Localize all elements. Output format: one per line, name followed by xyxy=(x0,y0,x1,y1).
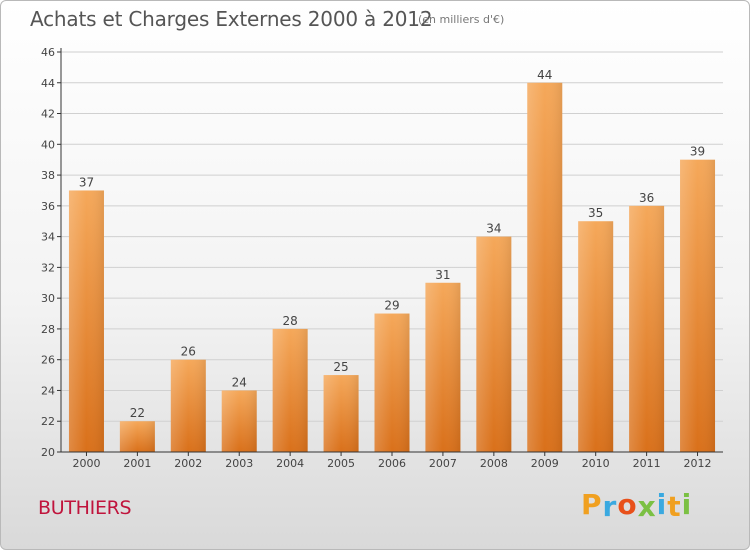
bar-shade-2010 xyxy=(578,221,614,452)
x-tick-label-2010: 2010 xyxy=(582,457,610,470)
bar-shade-2012 xyxy=(680,159,716,452)
proxiti-logo[interactable]: Proxiti xyxy=(581,488,693,523)
bar-shade-2002 xyxy=(170,359,206,452)
x-tick-label-2006: 2006 xyxy=(378,457,406,470)
logo-letter: o xyxy=(617,488,638,521)
y-tick-label: 28 xyxy=(41,323,55,336)
bar-shade-2008 xyxy=(476,236,512,452)
x-tick-label-2004: 2004 xyxy=(276,457,304,470)
x-tick-label-2003: 2003 xyxy=(225,457,253,470)
y-tick-label: 38 xyxy=(41,169,55,182)
x-tick-label-2002: 2002 xyxy=(174,457,202,470)
x-tick-label-2005: 2005 xyxy=(327,457,355,470)
bar-shade-2011 xyxy=(629,205,665,452)
value-label-2004: 28 xyxy=(283,314,298,328)
value-label-2002: 26 xyxy=(181,345,196,359)
labels: 20 22 24 26 28 30 32 34 36 38 40 42 44 46 2000 37 2001 22… xyxy=(41,46,712,470)
value-label-2011: 36 xyxy=(639,191,654,205)
value-label-2008: 34 xyxy=(486,222,501,236)
x-tick-label-2001: 2001 xyxy=(123,457,151,470)
x-tick-label-2008: 2008 xyxy=(480,457,508,470)
y-tick-label: 40 xyxy=(41,138,55,151)
x-tick-label-2011: 2011 xyxy=(633,457,661,470)
chart-title: Achats et Charges Externes 2000 à 2012 xyxy=(30,7,433,31)
x-tick-label-2007: 2007 xyxy=(429,457,457,470)
logo-letter: r xyxy=(602,490,618,523)
bar-shade-2007 xyxy=(425,282,461,452)
x-tick-label-2000: 2000 xyxy=(72,457,100,470)
bar-shade-2003 xyxy=(221,390,257,452)
bar-shade-2005 xyxy=(323,375,359,452)
y-tick-label: 34 xyxy=(41,231,55,244)
y-tick-label: 26 xyxy=(41,354,55,367)
value-label-2000: 37 xyxy=(79,175,94,189)
value-label-2010: 35 xyxy=(588,206,603,220)
y-tick-label: 32 xyxy=(41,261,55,274)
value-label-2007: 31 xyxy=(435,268,450,282)
x-tick-label-2009: 2009 xyxy=(531,457,559,470)
y-tick-label: 44 xyxy=(41,77,55,90)
axes xyxy=(57,48,723,456)
y-tick-label: 42 xyxy=(41,108,55,121)
logo-letter: i xyxy=(656,488,668,521)
y-tick-label: 20 xyxy=(41,446,55,459)
y-tick-label: 24 xyxy=(41,384,55,397)
logo-letter: t xyxy=(667,490,682,523)
bars xyxy=(68,82,716,453)
bar-shade-2000 xyxy=(68,190,104,452)
y-tick-label: 36 xyxy=(41,200,55,213)
logo-letter: x xyxy=(637,490,657,523)
value-label-2001: 22 xyxy=(130,406,145,420)
chart-subtitle: (en milliers d'€) xyxy=(418,13,505,26)
bar-shade-2006 xyxy=(374,313,410,452)
logo-letter: P xyxy=(581,488,603,521)
bar-shade-2004 xyxy=(272,328,308,452)
value-label-2009: 44 xyxy=(537,68,552,82)
bar-shade-2009 xyxy=(527,82,563,453)
value-label-2012: 39 xyxy=(690,145,705,159)
logo-letter: i xyxy=(681,488,693,521)
value-label-2005: 25 xyxy=(333,360,348,374)
y-tick-label: 22 xyxy=(41,415,55,428)
y-tick-label: 30 xyxy=(41,292,55,305)
value-label-2003: 24 xyxy=(232,375,247,389)
y-tick-label: 46 xyxy=(41,46,55,59)
location-label: BUTHIERS xyxy=(38,497,132,519)
x-tick-label-2012: 2012 xyxy=(684,457,712,470)
bar-shade-2001 xyxy=(119,421,155,452)
value-label-2006: 29 xyxy=(384,299,399,313)
